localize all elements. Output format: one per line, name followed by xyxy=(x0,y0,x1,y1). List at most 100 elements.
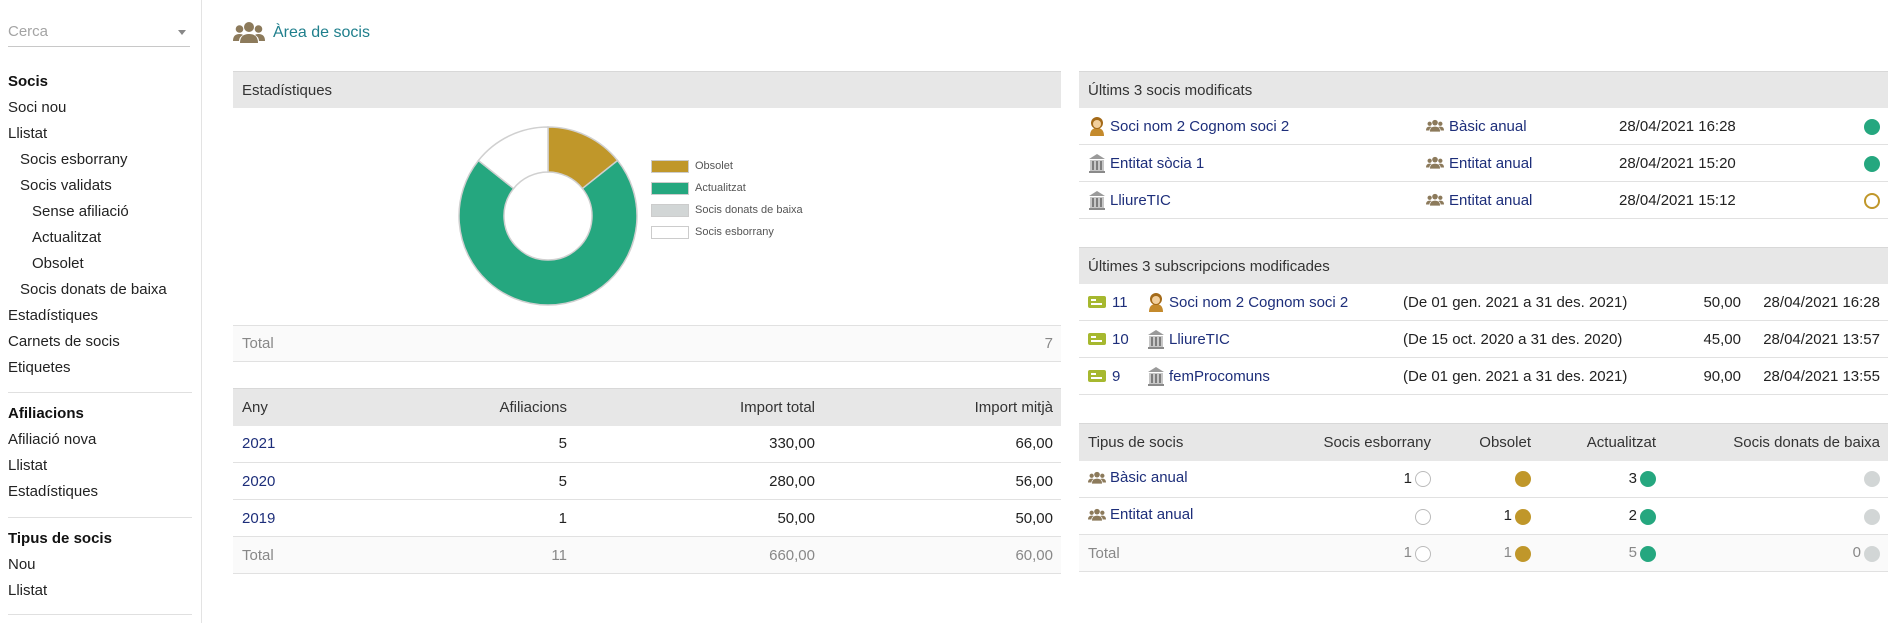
member-name-link[interactable]: femProcomuns xyxy=(1169,367,1270,385)
sidebar-item-obsolet[interactable]: Obsolet xyxy=(32,255,84,272)
column-header: Afiliacions xyxy=(353,388,575,426)
total-label: Total xyxy=(233,536,353,574)
sidebar-item-llistat[interactable]: Llistat xyxy=(8,125,48,142)
member-cell: Soci nom 2 Cognom soci 2 xyxy=(1147,292,1403,312)
users-icon xyxy=(1088,508,1106,521)
legend-item[interactable]: Actualitzat xyxy=(651,177,803,199)
page-title[interactable]: Àrea de socis xyxy=(273,24,370,41)
year-link[interactable]: 2020 xyxy=(233,462,353,500)
member-type-link[interactable]: Entitat anual xyxy=(1449,154,1533,172)
year-link[interactable]: 2021 xyxy=(233,425,353,463)
table-cell: 66,00 xyxy=(823,425,1061,463)
column-header: Import total xyxy=(575,388,823,426)
modified-date: 28/04/2021 16:28 xyxy=(1763,293,1880,311)
table-header-row: Any Afiliacions Import total Import mitj… xyxy=(233,388,1061,426)
table-cell: 2 xyxy=(1539,497,1664,535)
column-header: Socis donats de baixa xyxy=(1664,423,1888,461)
table-header-row: Tipus de socis Socis esborrany Obsolet A… xyxy=(1079,423,1888,461)
subscription-period: (De 01 gen. 2021 a 31 des. 2021) xyxy=(1403,293,1628,311)
sidebar-item-socis-validats[interactable]: Socis validats xyxy=(20,177,112,194)
member-types-panel: Tipus de socis Socis esborrany Obsolet A… xyxy=(1079,423,1888,572)
table-row: Entitat anual 1 2 xyxy=(1079,497,1888,535)
building-icon xyxy=(1089,154,1105,173)
count-value: 1 xyxy=(1403,544,1412,562)
table-cell: 56,00 xyxy=(823,462,1061,500)
subscription-id-link[interactable]: 10 xyxy=(1112,330,1129,348)
status-badge xyxy=(1515,471,1531,488)
sidebar-item-socis-donats-baixa[interactable]: Socis donats de baixa xyxy=(20,281,167,298)
sidebar-item-actualitzat[interactable]: Actualitzat xyxy=(32,229,102,246)
sidebar-item-estadistiques[interactable]: Estadístiques xyxy=(8,483,99,500)
pie-slice-socis-esborrany[interactable] xyxy=(477,126,549,190)
member-name-link[interactable]: LliureTIC xyxy=(1169,330,1230,348)
legend-label: Socis esborrany xyxy=(695,226,774,238)
member-type-link[interactable]: Entitat anual xyxy=(1449,191,1533,209)
status-badge xyxy=(1515,508,1531,525)
column-header: Obsolet xyxy=(1439,423,1539,461)
member-name-link[interactable]: Soci nom 2 Cognom soci 2 xyxy=(1169,293,1349,311)
sidebar-item-sense-afiliacio[interactable]: Sense afiliació xyxy=(32,203,129,220)
member-cell: femProcomuns xyxy=(1147,366,1403,386)
card-icon xyxy=(1088,333,1106,345)
legend-item[interactable]: Obsolet xyxy=(651,155,803,177)
column-header: Socis esborrany xyxy=(1279,423,1439,461)
subscription-id-cell: 10 xyxy=(1079,331,1147,348)
member-type-link[interactable]: Entitat anual xyxy=(1110,506,1194,524)
member-name-link[interactable]: LliureTIC xyxy=(1110,191,1171,209)
sidebar-section-tipus: Tipus de socis Nou Llistat xyxy=(8,526,112,604)
table-cell: 3 xyxy=(1539,460,1664,498)
subscription-row: 11 Soci nom 2 Cognom soci 2 (De 01 gen. 20… xyxy=(1079,284,1888,321)
sidebar-item-etiquetes[interactable]: Etiquetes xyxy=(8,359,71,376)
legend-item[interactable]: Socis esborrany xyxy=(651,221,803,243)
sidebar-item-afiliacio-nova[interactable]: Afiliació nova xyxy=(8,431,97,448)
legend-label: Obsolet xyxy=(695,160,733,172)
table-cell: 1 xyxy=(1279,460,1439,498)
subscription-row: 9 femProcomuns (De 01 gen. 2021 a 31 des. … xyxy=(1079,358,1888,395)
table-cell: 0 xyxy=(1664,534,1888,572)
sidebar-item-estadistiques[interactable]: Estadístiques xyxy=(8,307,99,324)
table-cell: 1 xyxy=(1439,497,1539,535)
users-icon xyxy=(1426,156,1444,169)
card-icon xyxy=(1088,370,1106,382)
sidebar-item-socis-esborrany[interactable]: Socis esborrany xyxy=(20,151,128,168)
divider xyxy=(8,614,192,615)
panel-heading: Últims 3 socis modificats xyxy=(1079,71,1888,108)
subscription-period: (De 15 oct. 2020 a 31 des. 2020) xyxy=(1403,330,1623,348)
chart-legend: Obsolet Actualitzat Socis donats de baixa S… xyxy=(651,155,803,243)
sidebar-item-llistat[interactable]: Llistat xyxy=(8,457,48,474)
table-cell: 5 xyxy=(353,425,575,463)
modified-date: 28/04/2021 15:12 xyxy=(1619,191,1736,209)
status-badge xyxy=(1515,545,1531,562)
sidebar-item-nou[interactable]: Nou xyxy=(8,556,36,573)
sidebar-item-llistat[interactable]: Llistat xyxy=(8,582,48,599)
member-cell: LliureTIC xyxy=(1079,190,1426,210)
type-cell: Total xyxy=(1079,534,1279,572)
search-input[interactable]: Cerca xyxy=(8,20,190,47)
pie-slice-actualitzat[interactable] xyxy=(458,159,638,306)
modified-date: 28/04/2021 15:20 xyxy=(1619,154,1736,172)
subscription-id-link[interactable]: 9 xyxy=(1112,367,1121,385)
building-icon xyxy=(1089,191,1105,210)
status-cell xyxy=(1864,154,1888,172)
legend-swatch xyxy=(651,203,689,217)
count-value: 0 xyxy=(1852,544,1861,562)
column-header: Any xyxy=(233,388,353,426)
member-type-link[interactable]: Bàsic anual xyxy=(1449,117,1527,135)
sidebar-item-soci-nou[interactable]: Soci nou xyxy=(8,99,67,116)
table-cell xyxy=(1439,460,1539,498)
status-badge xyxy=(1864,508,1880,525)
total-row: Total 11 660,00 60,00 xyxy=(233,536,1061,574)
year-link[interactable]: 2019 xyxy=(233,499,353,537)
sidebar-item-carnets[interactable]: Carnets de socis xyxy=(8,333,120,350)
column-header: Import mitjà xyxy=(823,388,1061,426)
legend-item[interactable]: Socis donats de baixa xyxy=(651,199,803,221)
status-badge xyxy=(1864,545,1880,562)
member-name-link[interactable]: Entitat sòcia 1 xyxy=(1110,154,1205,172)
table-cell: 11 xyxy=(353,536,575,574)
status-badge xyxy=(1864,471,1880,488)
chevron-down-icon[interactable] xyxy=(178,30,186,35)
subscription-amount: 50,00 xyxy=(1703,293,1741,311)
subscription-id-link[interactable]: 11 xyxy=(1112,293,1128,311)
member-name-link[interactable]: Soci nom 2 Cognom soci 2 xyxy=(1110,117,1290,135)
member-type-link[interactable]: Bàsic anual xyxy=(1110,469,1188,486)
